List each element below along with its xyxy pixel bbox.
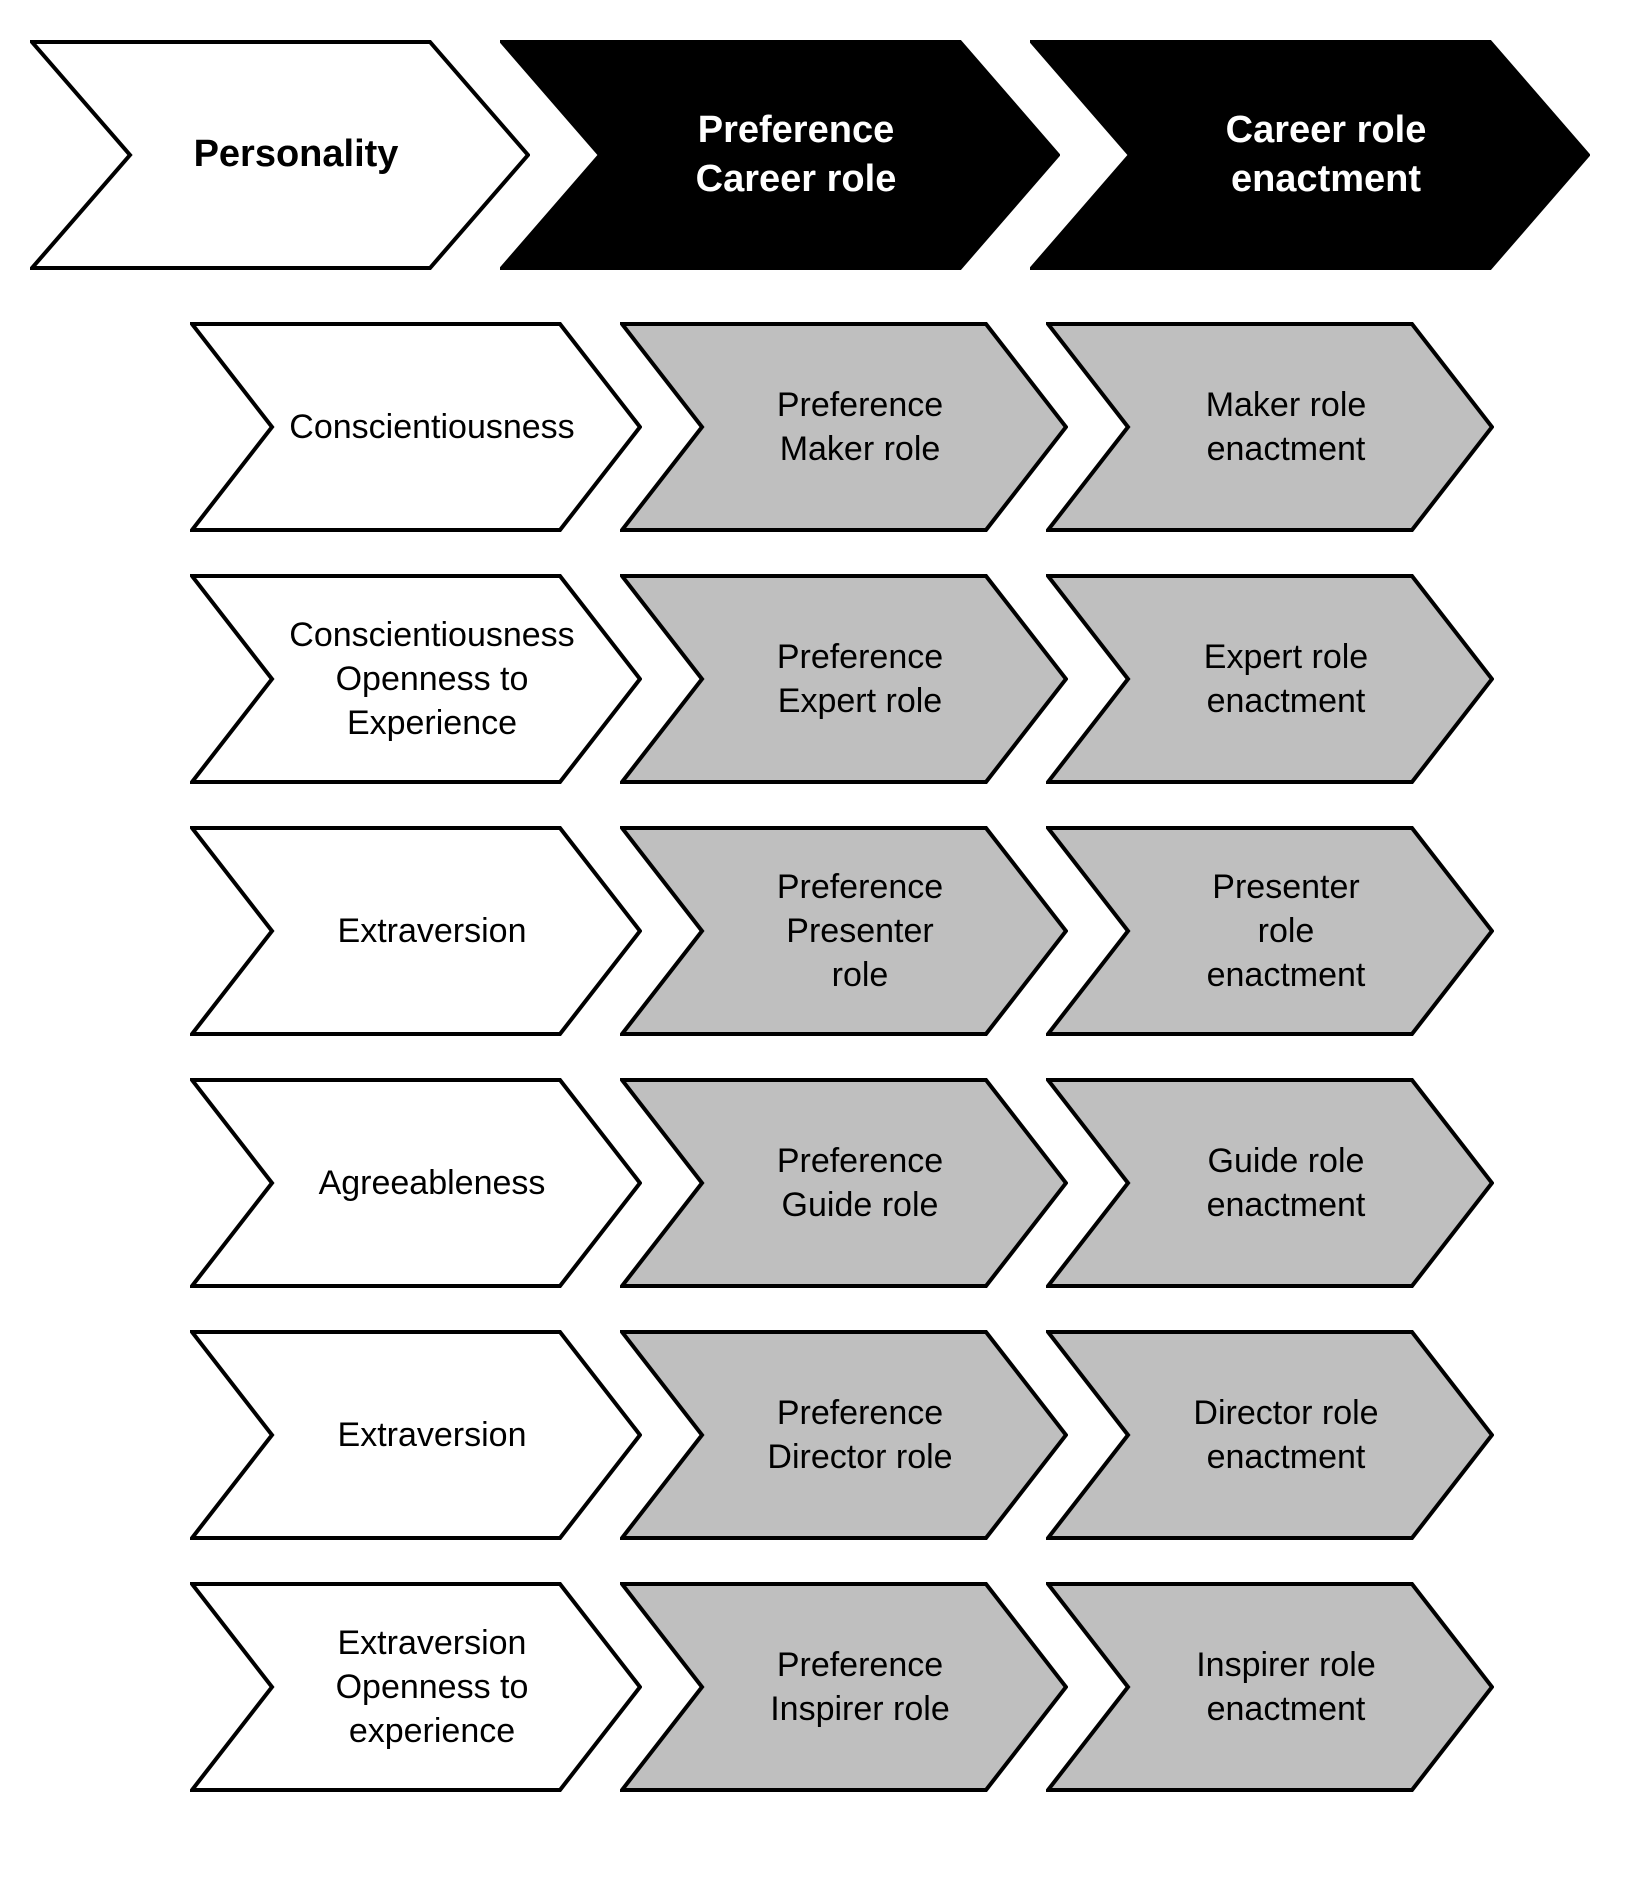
- row3-col2-label: Preference Guide role: [727, 1139, 961, 1227]
- row4-col2-label: Preference Director role: [717, 1391, 970, 1479]
- row-guide: Agreeableness Preference Guide role Guid…: [30, 1078, 1620, 1288]
- row0-col2-label: Preference Maker role: [727, 383, 961, 471]
- row-expert: Conscientiousness Openness to Experience…: [30, 574, 1620, 784]
- row-director: Extraversion Preference Director role Di…: [30, 1330, 1620, 1540]
- row-maker: Conscientiousness Preference Maker role …: [30, 322, 1620, 532]
- row4-col3: Director role enactment: [1046, 1330, 1494, 1540]
- row4-col2: Preference Director role: [620, 1330, 1068, 1540]
- row5-col2-label: Preference Inspirer role: [720, 1643, 968, 1731]
- row2-col2-label: Preference Presenter role: [727, 865, 961, 998]
- row0-col1: Conscientiousness: [190, 322, 642, 532]
- row1-col3-label: Expert role enactment: [1154, 635, 1386, 723]
- row1-col1-label: Conscientiousness Openness to Experience: [239, 613, 592, 746]
- row1-col1: Conscientiousness Openness to Experience: [190, 574, 642, 784]
- row0-col2: Preference Maker role: [620, 322, 1068, 532]
- row5-col1-label: Extraversion Openness to experience: [286, 1621, 547, 1754]
- row4-col1-label: Extraversion: [288, 1413, 545, 1457]
- row0-col3-label: Maker role enactment: [1156, 383, 1385, 471]
- header-chevron-enactment: Career role enactment: [1030, 40, 1590, 270]
- header-chevron-personality: Personality: [30, 40, 530, 270]
- row0-col1-label: Conscientiousness: [239, 405, 592, 449]
- row1-col2-label: Preference Expert role: [727, 635, 961, 723]
- row-presenter: Extraversion Preference Presenter role P…: [30, 826, 1620, 1036]
- row4-col1: Extraversion: [190, 1330, 642, 1540]
- header-chevron-preference: Preference Career role: [500, 40, 1060, 270]
- row2-col2: Preference Presenter role: [620, 826, 1068, 1036]
- header-label-3: Career role enactment: [1176, 106, 1445, 205]
- row3-col2: Preference Guide role: [620, 1078, 1068, 1288]
- row3-col1-label: Agreeableness: [269, 1161, 564, 1205]
- row5-col3-label: Inspirer role enactment: [1146, 1643, 1394, 1731]
- row2-col3: Presenter role enactment: [1046, 826, 1494, 1036]
- row5-col3: Inspirer role enactment: [1046, 1582, 1494, 1792]
- header-label-2: Preference Career role: [646, 106, 915, 205]
- row1-col2: Preference Expert role: [620, 574, 1068, 784]
- row3-col3: Guide role enactment: [1046, 1078, 1494, 1288]
- row5-col2: Preference Inspirer role: [620, 1582, 1068, 1792]
- header-label-1: Personality: [144, 130, 417, 179]
- row2-col3-label: Presenter role enactment: [1157, 865, 1384, 998]
- header-row: Personality Preference Career role Caree…: [30, 40, 1620, 270]
- row-inspirer: Extraversion Openness to experience Pref…: [30, 1582, 1620, 1792]
- row0-col3: Maker role enactment: [1046, 322, 1494, 532]
- row3-col3-label: Guide role enactment: [1157, 1139, 1384, 1227]
- personality-career-diagram: Personality Preference Career role Caree…: [30, 40, 1620, 1792]
- row2-col1-label: Extraversion: [288, 909, 545, 953]
- row1-col3: Expert role enactment: [1046, 574, 1494, 784]
- row4-col3-label: Director role enactment: [1143, 1391, 1396, 1479]
- row2-col1: Extraversion: [190, 826, 642, 1036]
- row3-col1: Agreeableness: [190, 1078, 642, 1288]
- row5-col1: Extraversion Openness to experience: [190, 1582, 642, 1792]
